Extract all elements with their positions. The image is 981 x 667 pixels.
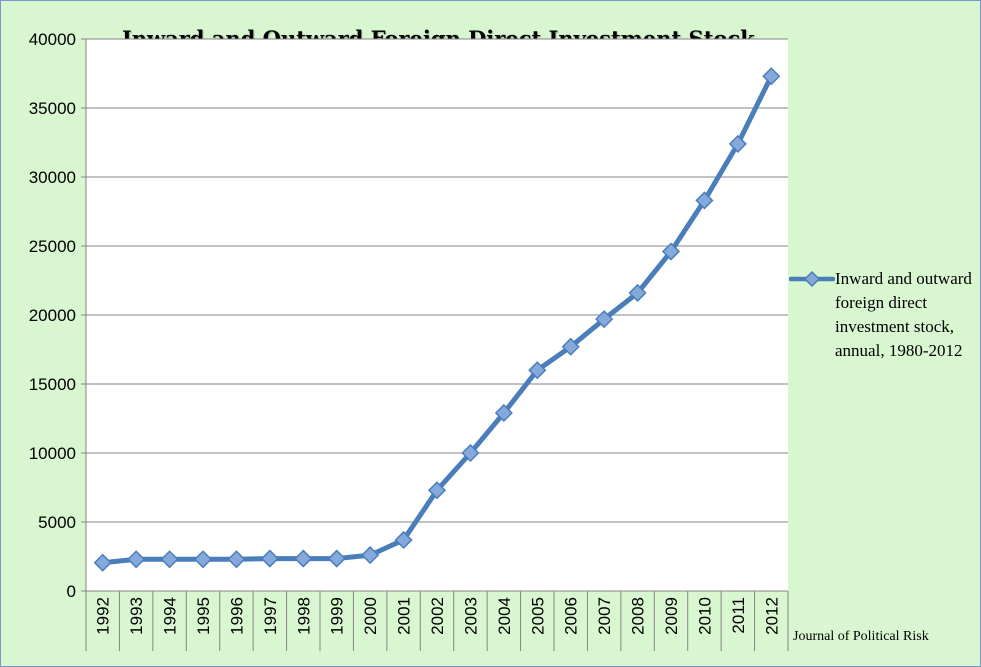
data-point-marker bbox=[595, 310, 614, 329]
data-point-marker bbox=[193, 550, 213, 569]
series-group bbox=[93, 67, 781, 572]
x-tick-label: 1994 bbox=[161, 597, 180, 635]
y-axis-tick-labels: 0 5000 10000 15000 20000 25000 30000 35000 40000 bbox=[29, 30, 86, 601]
data-point-marker bbox=[294, 549, 313, 568]
x-tick-label: 2005 bbox=[528, 597, 547, 635]
y-tick-label: 25000 bbox=[29, 237, 76, 256]
legend-marker-icon bbox=[789, 270, 835, 288]
data-point-marker bbox=[394, 530, 413, 550]
x-tick-label: 1999 bbox=[328, 597, 347, 635]
x-tick-label: 1997 bbox=[261, 597, 280, 635]
y-tick-label: 0 bbox=[67, 582, 76, 601]
data-point-marker bbox=[661, 242, 681, 261]
data-point-marker bbox=[628, 283, 647, 302]
data-point-marker bbox=[327, 549, 346, 568]
data-point-marker bbox=[260, 549, 279, 568]
x-tick-label: 2006 bbox=[562, 597, 581, 635]
x-tick-label: 2011 bbox=[729, 597, 748, 634]
x-tick-label: 1996 bbox=[227, 597, 246, 635]
y-tick-label: 10000 bbox=[29, 444, 76, 463]
x-tick-label: 1998 bbox=[294, 597, 313, 635]
y-tick-label: 35000 bbox=[29, 99, 76, 118]
x-tick-label: 2004 bbox=[495, 597, 514, 635]
data-point-marker bbox=[227, 550, 246, 569]
data-point-marker bbox=[127, 550, 146, 569]
data-point-marker bbox=[728, 134, 747, 153]
y-tick-label: 30000 bbox=[29, 168, 76, 187]
data-point-marker bbox=[93, 553, 112, 572]
y-tick-label: 15000 bbox=[29, 375, 76, 394]
data-point-marker bbox=[361, 546, 380, 565]
x-tick-label: 2012 bbox=[762, 597, 781, 635]
x-tick-label: 2008 bbox=[629, 597, 648, 635]
x-tick-label: 2000 bbox=[361, 597, 380, 635]
data-point-marker bbox=[528, 361, 547, 380]
data-point-marker bbox=[561, 337, 580, 356]
legend-label: Inward and outward foreign direct invest… bbox=[835, 269, 972, 360]
x-tick-label: 1992 bbox=[94, 597, 113, 635]
x-tick-label: 2007 bbox=[595, 597, 614, 635]
y-tick-label: 5000 bbox=[38, 513, 76, 532]
x-tick-label: 2001 bbox=[395, 597, 414, 635]
data-point-marker bbox=[762, 67, 781, 86]
data-point-marker bbox=[461, 443, 480, 463]
data-point-marker bbox=[160, 550, 179, 569]
data-point-marker bbox=[427, 481, 447, 500]
x-tick-label: 2009 bbox=[662, 597, 681, 635]
x-tick-label: 1995 bbox=[194, 597, 213, 635]
x-tick-label: 1993 bbox=[127, 597, 146, 635]
x-tick-label: 2010 bbox=[695, 597, 714, 635]
x-tick-label: 2003 bbox=[461, 597, 480, 635]
data-point-marker bbox=[494, 403, 513, 423]
source-note: Journal of Political Risk bbox=[793, 629, 929, 644]
x-tick-label: 2002 bbox=[428, 597, 447, 635]
data-point-marker bbox=[695, 191, 714, 210]
y-tick-label: 40000 bbox=[29, 30, 76, 49]
y-tick-label: 20000 bbox=[29, 306, 76, 325]
x-axis: 1992 1993 1994 1995 1996 1997 1998 1999 2000 2001… bbox=[85, 39, 789, 651]
